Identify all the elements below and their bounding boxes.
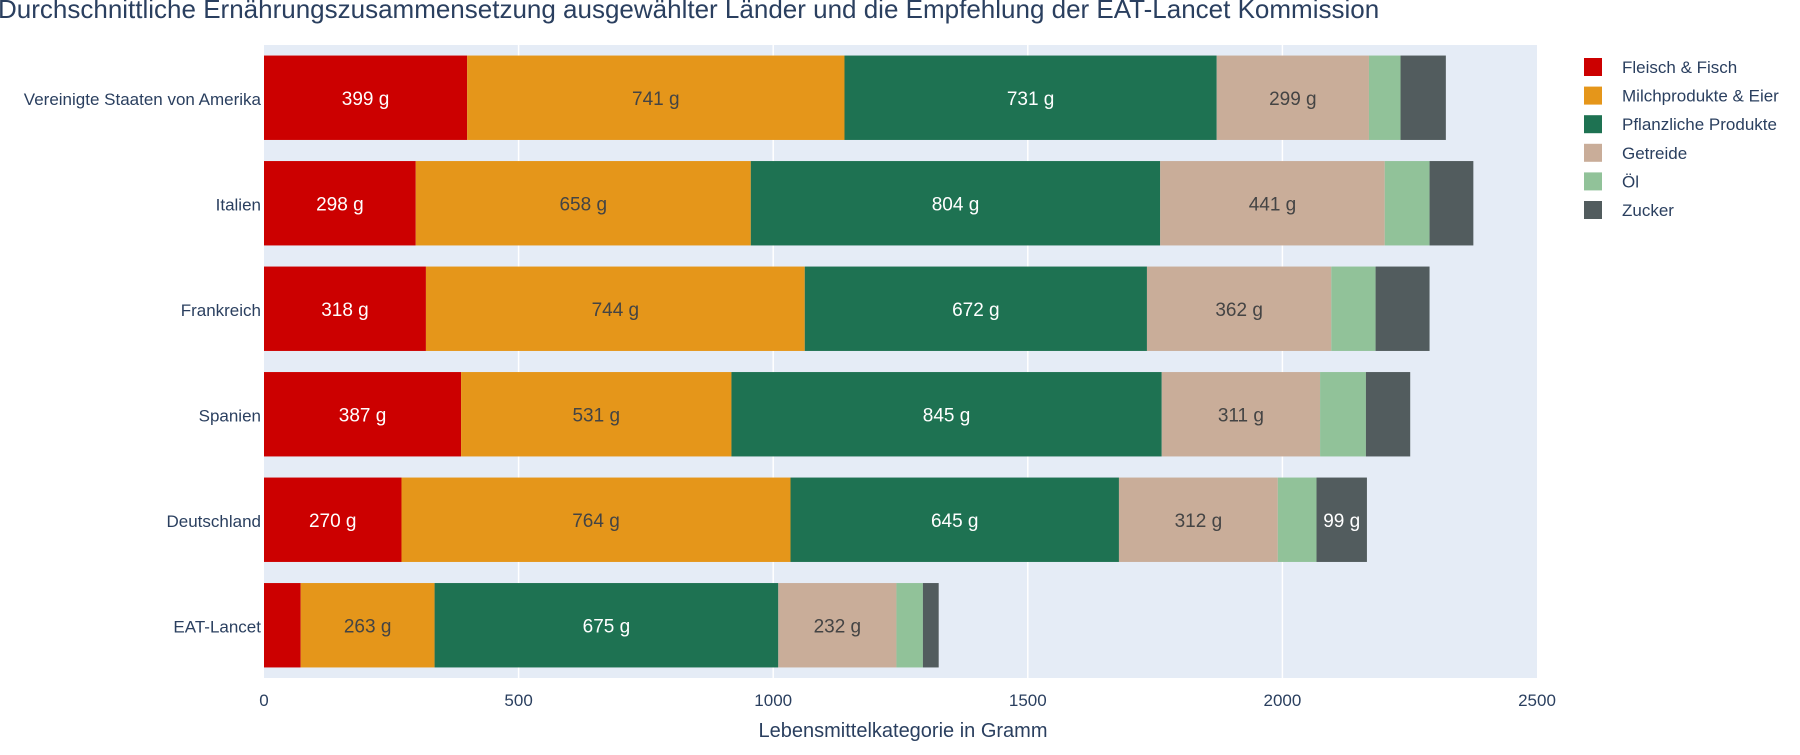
data-label: 318 g <box>321 300 369 321</box>
bar-segment <box>896 583 923 668</box>
bar-segment <box>467 55 845 140</box>
data-label: 399 g <box>342 89 390 110</box>
bar-segment <box>264 266 426 351</box>
data-label: 675 g <box>583 616 631 637</box>
bar-segment <box>1375 266 1430 351</box>
bar-segment <box>844 55 1217 140</box>
bar-segment <box>778 583 897 668</box>
bar-segment <box>1400 55 1446 140</box>
bar-segment <box>300 583 435 668</box>
y-tick-label: Deutschland <box>166 512 261 531</box>
bar-segment <box>1320 372 1366 457</box>
data-label: 99 g <box>1323 511 1360 532</box>
x-axis-label: Lebensmittelkategorie in Gramm <box>758 720 1047 742</box>
legend: Fleisch & Fisch Milchprodukte & Eier Pflan… <box>1584 58 1779 220</box>
data-label: 312 g <box>1175 511 1223 532</box>
bar-segment <box>1277 477 1317 562</box>
legend-label: Pflanzliche Produkte <box>1622 115 1777 134</box>
data-label: 845 g <box>923 405 971 426</box>
bar-segment <box>1161 372 1321 457</box>
data-label: 299 g <box>1269 89 1317 110</box>
data-label: 311 g <box>1218 405 1264 426</box>
legend-swatch <box>1584 172 1602 191</box>
y-tick-label: Vereinigte Staaten von Amerika <box>24 90 262 109</box>
bar-segment <box>264 161 416 246</box>
bar-segment <box>922 583 939 668</box>
bar-segment <box>461 372 732 457</box>
bar-segment <box>731 372 1162 457</box>
data-label: 298 g <box>316 194 364 215</box>
y-tick-label: EAT-Lancet <box>173 617 261 636</box>
bar-segment <box>804 266 1147 351</box>
bar-segment <box>1331 266 1376 351</box>
bar-segment <box>1429 161 1474 246</box>
data-label: 731 g <box>1007 89 1055 110</box>
x-tick-label: 2500 <box>1518 691 1556 710</box>
data-label: 387 g <box>339 405 387 426</box>
bar-segment <box>1368 55 1401 140</box>
legend-swatch <box>1584 143 1602 162</box>
bar-segment <box>1365 372 1411 457</box>
data-label: 645 g <box>931 511 979 532</box>
data-label: 531 g <box>572 405 620 426</box>
bar-segment <box>750 161 1161 246</box>
data-label: 263 g <box>344 616 392 637</box>
legend-label: Fleisch & Fisch <box>1622 58 1737 77</box>
bar-segment <box>1118 477 1278 562</box>
x-tick-label: 1000 <box>754 691 792 710</box>
y-tick-label: Frankreich <box>181 301 261 320</box>
legend-label: Milchprodukte & Eier <box>1622 87 1779 106</box>
bar-segment <box>1146 266 1332 351</box>
bar-segment <box>264 583 301 668</box>
bar-segment <box>264 477 402 562</box>
data-label: 741 g <box>632 89 680 110</box>
bar-segment <box>434 583 779 668</box>
legend-swatch <box>1584 86 1602 105</box>
bar-segment <box>401 477 791 562</box>
data-label: 270 g <box>309 511 357 532</box>
legend-swatch <box>1584 201 1602 219</box>
legend-label: Getreide <box>1622 144 1687 163</box>
plot-area: 0 500 1000 1500 2000 2500 399 g 741 g 731 g 299 g… <box>24 45 1556 710</box>
data-label: 441 g <box>1249 194 1297 215</box>
bar-segment <box>264 372 462 457</box>
bar-segment <box>415 161 751 246</box>
data-label: 804 g <box>932 194 980 215</box>
x-tick-label: 0 <box>259 691 268 710</box>
data-label: 764 g <box>572 511 620 532</box>
legend-label: Zucker <box>1622 201 1674 220</box>
x-tick-label: 1500 <box>1009 691 1047 710</box>
bar-segment <box>1384 161 1430 246</box>
bar-segment <box>264 55 468 140</box>
legend-swatch <box>1584 58 1602 76</box>
data-label: 232 g <box>814 616 862 637</box>
legend-swatch <box>1584 115 1602 134</box>
y-tick-label: Spanien <box>199 406 261 425</box>
legend-label: Öl <box>1622 172 1639 191</box>
x-tick-label: 500 <box>504 691 532 710</box>
bar-segment <box>790 477 1119 562</box>
chart-title: Durchschnittliche Ernährungszusammensetz… <box>0 0 1379 24</box>
data-label: 672 g <box>952 300 1000 321</box>
plot-background <box>264 45 1537 678</box>
bar-segment <box>1316 477 1367 562</box>
bar-segment <box>1160 161 1385 246</box>
bar-segment <box>425 266 805 351</box>
data-label: 744 g <box>592 300 640 321</box>
x-tick-label: 2000 <box>1263 691 1301 710</box>
data-label: 658 g <box>559 194 607 215</box>
y-tick-label: Italien <box>216 195 261 214</box>
bar-segment <box>1216 55 1369 140</box>
data-label: 362 g <box>1215 300 1263 321</box>
